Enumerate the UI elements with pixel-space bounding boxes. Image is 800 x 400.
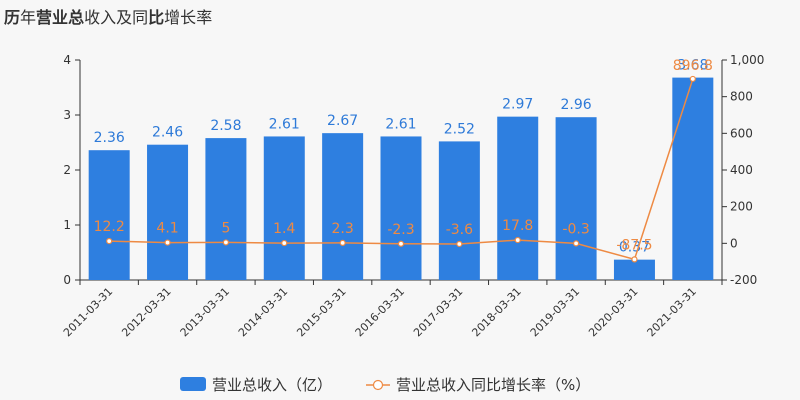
line-point [339, 239, 346, 247]
x-tick-label: 2018-03-31 [469, 285, 523, 339]
legend-line-marker [372, 379, 384, 391]
y-right-tick-label: 200 [730, 200, 753, 214]
bar-value-label: 2.61 [385, 116, 416, 132]
bar [263, 136, 305, 280]
bar [497, 116, 539, 281]
bar-value-label: 2.97 [502, 97, 533, 113]
line-point [572, 240, 580, 247]
x-tick-label: 2021-03-31 [645, 285, 699, 339]
bar-value-label: 2.36 [94, 130, 125, 146]
bar [88, 150, 130, 280]
legend-bar-swatch [180, 377, 206, 391]
line-point [631, 256, 638, 263]
line-value-label: -2.3 [387, 222, 414, 238]
line-value-label: 896.8 [673, 58, 713, 74]
bar [613, 259, 655, 280]
x-tick-label: 2013-03-31 [178, 285, 232, 339]
line-point [106, 237, 113, 245]
x-tick-label: 2011-03-31 [61, 285, 115, 339]
bar-value-label: 0.37 [619, 240, 650, 256]
line-value-label: -0.3 [562, 221, 589, 237]
x-tick-label: 2014-03-31 [236, 285, 290, 339]
x-tick-label: 2015-03-31 [294, 285, 348, 339]
bar-value-label: 3.68 [677, 58, 708, 74]
line-value-label: 1.4 [273, 221, 295, 237]
bar [438, 141, 480, 280]
line-value-label: 12.2 [94, 219, 125, 235]
line-value-label: -3.6 [446, 222, 473, 238]
x-tick-label: 2016-03-31 [353, 285, 407, 339]
bar-value-label: 2.52 [444, 121, 475, 137]
y-left-tick-label: 0 [63, 273, 71, 287]
bar [205, 138, 247, 280]
legend-line-label: 营业总收入同比增长率（%） [396, 376, 590, 394]
line-point [456, 240, 463, 248]
line-value-label: 5 [221, 220, 230, 236]
x-tick-label: 2020-03-31 [586, 285, 640, 339]
x-tick-label: 2019-03-31 [528, 285, 582, 339]
y-right-tick-label: 800 [730, 90, 753, 104]
line-point [222, 239, 230, 246]
y-right-tick-label: -200 [730, 273, 757, 287]
line-point [689, 75, 696, 83]
line-value-label: 2.3 [332, 221, 354, 237]
y-left-tick-label: 2 [63, 163, 71, 177]
x-tick-label: 2012-03-31 [119, 285, 173, 339]
y-left-tick-label: 1 [63, 218, 71, 232]
bar [322, 133, 364, 280]
line-value-label: -87.5 [616, 237, 652, 253]
bar-value-label: 2.61 [269, 116, 300, 132]
bar-value-label: 2.58 [210, 118, 241, 134]
y-left-tick-label: 4 [63, 53, 71, 67]
line-point [514, 236, 521, 244]
bar-value-label: 2.46 [152, 125, 183, 141]
x-tick-label: 2017-03-31 [411, 285, 465, 339]
line-point [164, 239, 171, 246]
bar [380, 136, 422, 280]
y-right-tick-label: 0 [730, 236, 738, 250]
bar [147, 144, 189, 280]
line-value-label: 17.8 [502, 218, 533, 234]
y-right-tick-label: 400 [730, 163, 753, 177]
bar-value-label: 2.96 [561, 97, 592, 113]
y-right-tick-label: 1,000 [730, 53, 764, 67]
line-point [397, 240, 405, 247]
bar [672, 77, 714, 280]
bar-value-label: 2.67 [327, 113, 358, 129]
bar [555, 117, 597, 280]
y-left-tick-label: 3 [63, 108, 71, 122]
line-value-label: 4.1 [156, 221, 178, 237]
line-point [281, 239, 288, 247]
legend-bar-label: 营业总收入（亿） [212, 376, 332, 394]
y-right-tick-label: 600 [730, 126, 753, 140]
chart-title: 历年营业总收入及同比增长率 [4, 8, 213, 27]
